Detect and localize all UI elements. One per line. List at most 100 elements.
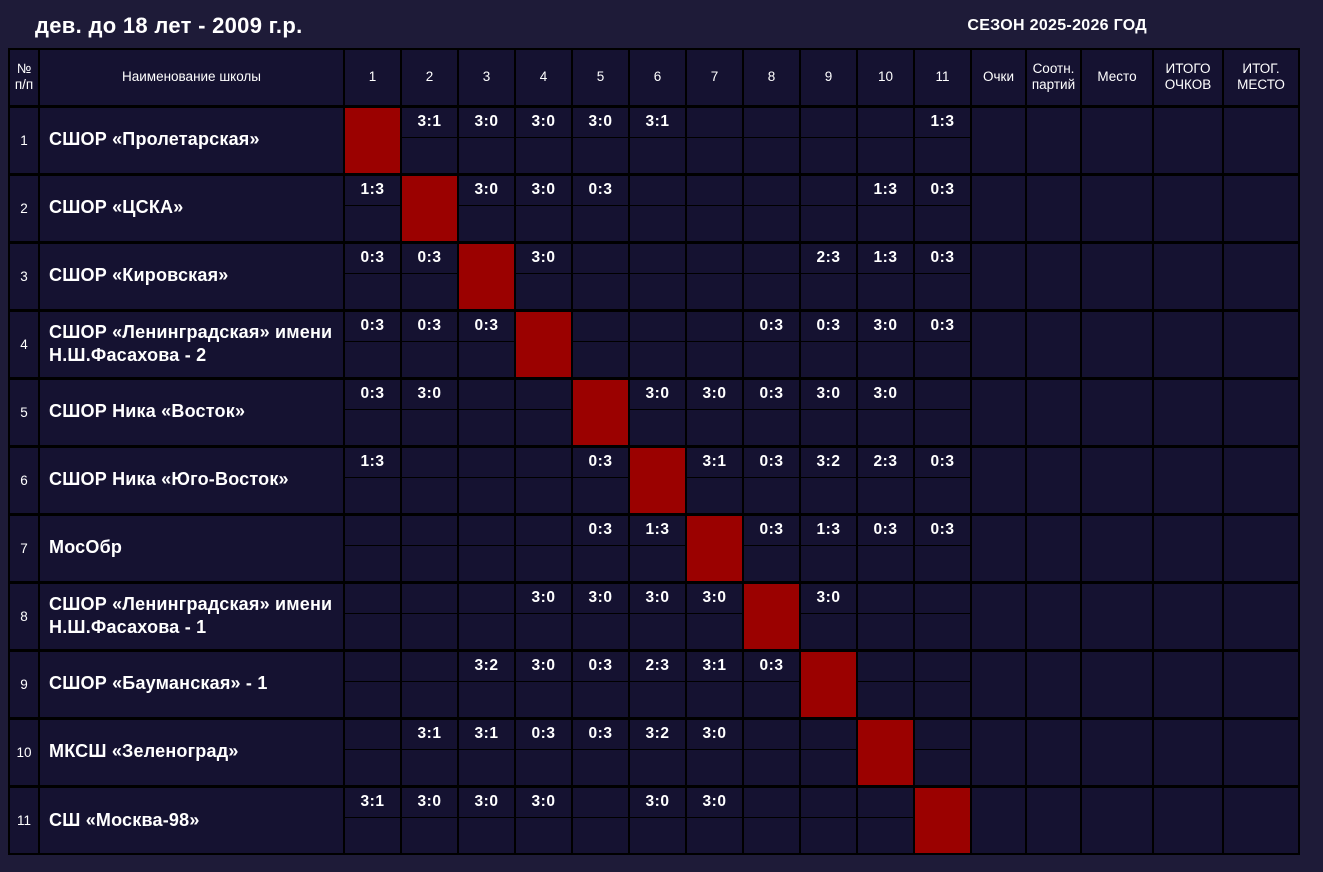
score-cell-secondary: [799, 816, 858, 855]
score-cell-secondary: [913, 476, 972, 515]
score-cell-secondary: [799, 544, 858, 583]
set-ratio-cell: [1025, 376, 1082, 447]
score-cell-secondary: [856, 204, 915, 243]
score-cell-secondary: [799, 612, 858, 651]
set-ratio-cell: [1025, 240, 1082, 311]
header-round-5: 5: [571, 48, 630, 107]
team-row: 11 СШ «Москва-98» 3:1 3:0 3:0 3:0 3:0 3:0: [8, 784, 1300, 855]
score-cell: 0:3: [742, 444, 801, 478]
score-cell: 0:3: [913, 172, 972, 206]
score-cell-secondary: [628, 680, 687, 719]
score-cell-secondary: [856, 544, 915, 583]
score-cell: [343, 648, 402, 682]
score-cell: [400, 580, 459, 614]
diagonal-cell: [343, 104, 402, 175]
header-round-1: 1: [343, 48, 402, 107]
score-cell: 0:3: [913, 444, 972, 478]
score-cell-secondary: [343, 748, 402, 787]
score-cell-secondary: [571, 816, 630, 855]
score-cell: [571, 784, 630, 818]
score-cell-secondary: [628, 816, 687, 855]
place-cell: [1080, 308, 1154, 379]
set-ratio-cell: [1025, 444, 1082, 515]
final-place-cell: [1222, 172, 1300, 243]
score-cell: 3:0: [799, 580, 858, 614]
score-cell-secondary: [400, 816, 459, 855]
score-cell: 1:3: [343, 444, 402, 478]
score-cell-secondary: [799, 408, 858, 447]
score-cell: 3:0: [628, 580, 687, 614]
score-cell-secondary: [400, 340, 459, 379]
header-school: Наименование школы: [38, 48, 345, 107]
score-cell: [856, 104, 915, 138]
total-points-cell: [1152, 716, 1224, 787]
score-cell: 0:3: [913, 308, 972, 342]
final-place-cell: [1222, 444, 1300, 515]
score-cell: [856, 784, 915, 818]
team-number: 9: [8, 648, 40, 719]
score-cell-secondary: [343, 476, 402, 515]
total-points-cell: [1152, 512, 1224, 583]
score-cell-secondary: [856, 680, 915, 719]
score-cell: 0:3: [400, 240, 459, 274]
score-cell: [628, 308, 687, 342]
score-cell: [742, 104, 801, 138]
header-round-7: 7: [685, 48, 744, 107]
score-cell-secondary: [685, 816, 744, 855]
score-cell: 3:0: [856, 376, 915, 410]
score-cell-secondary: [913, 340, 972, 379]
score-cell: 3:2: [799, 444, 858, 478]
score-cell-secondary: [457, 816, 516, 855]
score-cell-secondary: [571, 272, 630, 311]
score-cell-secondary: [742, 136, 801, 175]
team-row-secondary: [9, 340, 1299, 379]
diagonal-cell: [400, 172, 459, 243]
team-row-secondary: [9, 748, 1299, 787]
place-cell: [1080, 716, 1154, 787]
set-ratio-cell: [1025, 172, 1082, 243]
score-cell: 0:3: [799, 308, 858, 342]
points-cell: [970, 308, 1027, 379]
score-cell-secondary: [742, 476, 801, 515]
header-round-9: 9: [799, 48, 858, 107]
score-cell-secondary: [628, 544, 687, 583]
score-cell: 3:0: [457, 784, 516, 818]
points-cell: [970, 376, 1027, 447]
table-body: 1 СШОР «Пролетарская» 3:1 3:0 3:0 3:0 3:1 1:3 2 С…: [8, 104, 1300, 855]
score-cell: [913, 376, 972, 410]
team-row: 3 СШОР «Кировская» 0:3 0:3 3:0 2:3 1:3 0:3: [8, 240, 1300, 311]
score-cell: 0:3: [571, 716, 630, 750]
score-cell: 1:3: [799, 512, 858, 546]
score-cell: 0:3: [742, 308, 801, 342]
score-cell: 0:3: [343, 308, 402, 342]
score-cell-secondary: [400, 476, 459, 515]
header-place: Место: [1080, 48, 1154, 107]
score-cell: 3:0: [457, 172, 516, 206]
score-cell-secondary: [685, 476, 744, 515]
score-cell: 3:0: [514, 240, 573, 274]
score-cell: 3:0: [856, 308, 915, 342]
team-row-secondary: [9, 476, 1299, 515]
score-cell: 3:0: [685, 580, 744, 614]
results-table: № п/п Наименование школы 1 2 3 4 5 6 7 8 9 10 11 Очки…: [8, 48, 1300, 855]
team-name: МосОбр: [38, 512, 345, 583]
score-cell: 3:1: [685, 444, 744, 478]
score-cell: [457, 444, 516, 478]
score-cell-secondary: [514, 748, 573, 787]
score-cell: [457, 376, 516, 410]
score-cell-secondary: [514, 204, 573, 243]
team-name: СШОР «Бауманская» - 1: [38, 648, 345, 719]
score-cell: 0:3: [742, 648, 801, 682]
score-cell: 3:0: [514, 648, 573, 682]
points-cell: [970, 648, 1027, 719]
header-round-8: 8: [742, 48, 801, 107]
team-row: 2 СШОР «ЦСКА» 1:3 3:0 3:0 0:3 1:3 0:3: [8, 172, 1300, 243]
team-name: СШОР «Ленинградская» имени Н.Ш.Фасахова …: [38, 308, 345, 379]
score-cell-secondary: [457, 680, 516, 719]
score-cell-secondary: [856, 136, 915, 175]
diagonal-cell: [799, 648, 858, 719]
score-cell-secondary: [685, 136, 744, 175]
points-cell: [970, 444, 1027, 515]
score-cell-secondary: [742, 748, 801, 787]
score-cell-secondary: [628, 136, 687, 175]
